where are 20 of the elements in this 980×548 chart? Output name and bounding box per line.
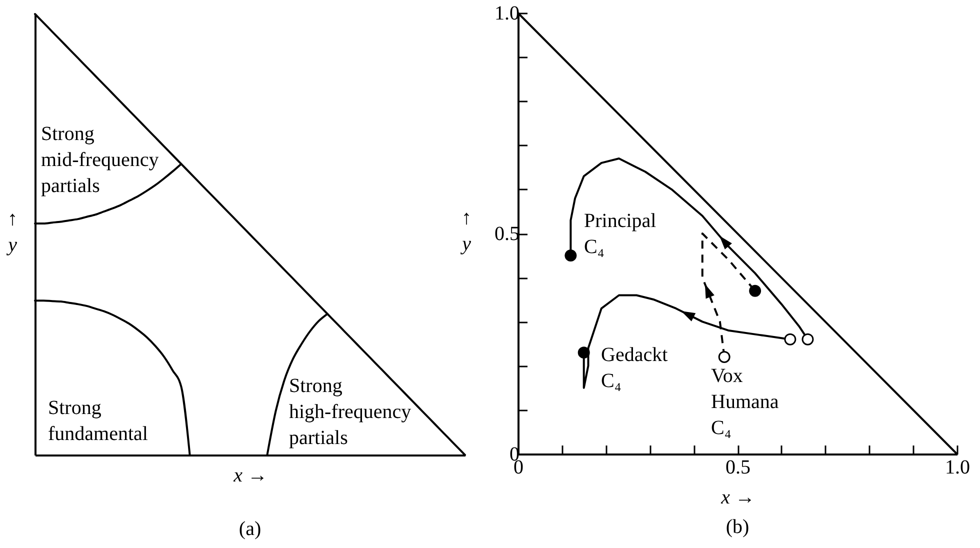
annotation: Strong mid-frequency partials [41, 123, 159, 197]
annotation: Gedackt C₄ [601, 344, 668, 392]
annotation: Principal C₄ [584, 210, 657, 258]
point [578, 346, 590, 359]
text: (a) [238, 518, 262, 540]
annotation: Strong fundamental [48, 397, 148, 445]
point [802, 333, 814, 346]
text: (b) [726, 516, 750, 538]
point [749, 284, 762, 297]
y-axis-title: ↑ y [460, 207, 472, 255]
point [564, 250, 577, 262]
x-axis-title: x → [720, 486, 755, 508]
x-tick-label: 1.0 [945, 456, 970, 478]
point [784, 333, 796, 346]
annotation: Vox Humana C₄ [711, 365, 779, 439]
point [718, 350, 730, 363]
x-tick-label: 0.5 [726, 456, 750, 478]
x-axis-title: x → [232, 464, 268, 486]
y-axis-title: ↑ y [6, 208, 18, 256]
annotation: Strong high-frequency partials [289, 375, 412, 449]
